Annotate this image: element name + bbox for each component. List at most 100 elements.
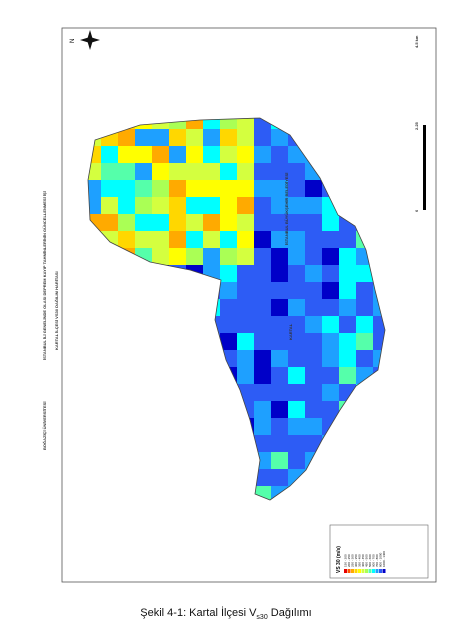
raster-cell bbox=[305, 350, 322, 367]
raster-cell bbox=[271, 197, 288, 214]
legend-label: 450 - 500 bbox=[365, 554, 369, 567]
raster-cell bbox=[373, 265, 385, 282]
raster-cell bbox=[271, 418, 288, 435]
raster-cell bbox=[288, 197, 305, 214]
raster-cell bbox=[169, 384, 186, 401]
raster-cell bbox=[118, 316, 135, 333]
raster-cell bbox=[186, 418, 203, 435]
raster-cell bbox=[152, 163, 169, 180]
raster-cell bbox=[237, 118, 254, 129]
raster-cell bbox=[271, 469, 288, 486]
raster-cell bbox=[101, 486, 118, 500]
raster-cell bbox=[373, 316, 385, 333]
raster-cell bbox=[118, 197, 135, 214]
raster-cell bbox=[390, 367, 407, 384]
raster-cell bbox=[339, 503, 356, 520]
raster-cell bbox=[135, 118, 152, 129]
raster-cell bbox=[101, 299, 118, 316]
raster-cell bbox=[373, 333, 385, 350]
raster-cell bbox=[339, 486, 356, 500]
raster-cell bbox=[186, 299, 203, 316]
raster-cell bbox=[237, 197, 254, 214]
raster-cell bbox=[220, 265, 237, 282]
raster-cell bbox=[322, 248, 339, 265]
raster-cell bbox=[220, 486, 237, 500]
raster-cell bbox=[118, 435, 135, 452]
raster-cell bbox=[220, 452, 237, 469]
raster-cell bbox=[288, 333, 305, 350]
raster-cell bbox=[220, 316, 237, 333]
raster-cell bbox=[203, 146, 220, 163]
raster-cell bbox=[186, 146, 203, 163]
project-title: İSTANBUL İLİ GENELİNDE OLASI DEPREM KAYI… bbox=[42, 191, 47, 360]
raster-cell bbox=[152, 316, 169, 333]
raster-cell bbox=[152, 299, 169, 316]
raster-cell bbox=[288, 265, 305, 282]
raster-cell bbox=[339, 401, 356, 418]
legend-label: 150 - 200 bbox=[344, 554, 348, 567]
raster-cell bbox=[322, 118, 339, 129]
raster-cell bbox=[356, 469, 373, 486]
raster-cell bbox=[288, 163, 305, 180]
raster-cell bbox=[220, 418, 237, 435]
scale-label: 0 bbox=[414, 209, 419, 212]
raster-cell bbox=[237, 265, 254, 282]
raster-cell bbox=[237, 333, 254, 350]
raster-cell bbox=[186, 248, 203, 265]
raster-cell bbox=[135, 180, 152, 197]
raster-cell bbox=[135, 197, 152, 214]
raster-cell bbox=[271, 299, 288, 316]
raster-cell bbox=[390, 452, 407, 469]
raster-cell bbox=[88, 333, 101, 350]
raster-cell bbox=[169, 435, 186, 452]
raster-cell bbox=[288, 350, 305, 367]
raster-cell bbox=[203, 333, 220, 350]
raster-cell bbox=[152, 418, 169, 435]
raster-cell bbox=[152, 118, 169, 129]
raster-cell bbox=[339, 180, 356, 197]
raster-cell bbox=[288, 146, 305, 163]
legend-label: 700 - 800 bbox=[375, 554, 379, 567]
raster-cell bbox=[356, 486, 373, 500]
raster-cell bbox=[118, 282, 135, 299]
raster-cell bbox=[373, 299, 385, 316]
raster-cell bbox=[169, 316, 186, 333]
raster-cell bbox=[288, 282, 305, 299]
raster-cell bbox=[203, 503, 220, 520]
raster-cell bbox=[169, 214, 186, 231]
raster-cell bbox=[118, 129, 135, 146]
raster-cell bbox=[203, 435, 220, 452]
raster-cell bbox=[118, 333, 135, 350]
raster-cell bbox=[390, 503, 407, 520]
raster-cell bbox=[101, 350, 118, 367]
raster-cell bbox=[203, 248, 220, 265]
legend-swatch bbox=[354, 569, 358, 573]
raster-cell bbox=[152, 452, 169, 469]
legend-swatch bbox=[344, 569, 347, 573]
legend-label: 600 - 700 bbox=[372, 554, 376, 567]
raster-cell bbox=[101, 401, 118, 418]
raster-cell bbox=[152, 129, 169, 146]
raster-cell bbox=[88, 265, 101, 282]
raster-cell bbox=[186, 316, 203, 333]
raster-cell bbox=[322, 282, 339, 299]
raster-cell bbox=[101, 333, 118, 350]
raster-cell bbox=[373, 435, 385, 452]
raster-cell bbox=[288, 418, 305, 435]
raster-cell bbox=[135, 316, 152, 333]
raster-cell bbox=[373, 118, 385, 129]
raster-cell bbox=[186, 163, 203, 180]
raster-cell bbox=[339, 129, 356, 146]
raster-cell bbox=[305, 282, 322, 299]
raster-cell bbox=[169, 180, 186, 197]
raster-cell bbox=[356, 146, 373, 163]
legend-label: 300 - 350 bbox=[354, 554, 358, 567]
raster-cell bbox=[339, 214, 356, 231]
raster-cell bbox=[118, 231, 135, 248]
raster-cell bbox=[220, 384, 237, 401]
raster-cell bbox=[152, 435, 169, 452]
raster-cell bbox=[135, 248, 152, 265]
raster-cell bbox=[254, 384, 271, 401]
raster-cell bbox=[356, 163, 373, 180]
raster-cell bbox=[152, 146, 169, 163]
